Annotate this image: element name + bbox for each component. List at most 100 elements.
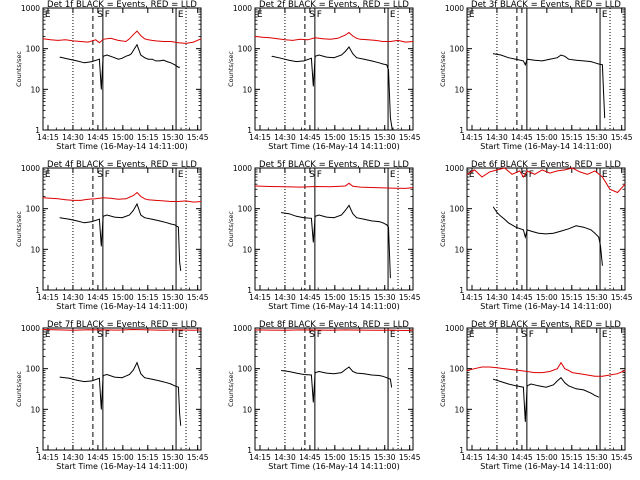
x-axis-label: Start Time (16-May-14 14:11:00)	[56, 462, 187, 471]
events-series-line-point	[155, 60, 157, 62]
y-tick-label: 10	[454, 245, 464, 254]
x-tick-label: 15:30	[374, 453, 396, 462]
lld-series-line-point	[170, 41, 172, 42]
panel-title: Det 9f BLACK = Events, RED = LLD	[471, 320, 621, 330]
y-tick-label: 1	[35, 286, 40, 295]
lld-series-line-point	[579, 373, 581, 375]
events-series-line-point	[391, 129, 393, 131]
x-tick-label: 15:45	[611, 453, 633, 462]
events-series-line	[59, 361, 182, 426]
lld-series-line-point	[42, 329, 44, 330]
lld-series-line	[254, 329, 414, 332]
x-tick-label: 15:00	[324, 293, 346, 302]
lld-series-line-point	[504, 167, 505, 169]
events-series-line-point	[76, 379, 78, 381]
lld-series-line-point	[474, 368, 475, 370]
lld-series-line-point	[405, 188, 406, 189]
lld-series-line-point	[193, 41, 194, 43]
lld-series-line-point	[269, 329, 271, 331]
lld-series-line-point	[496, 367, 498, 369]
events-series-line-point	[312, 241, 314, 243]
lld-series-line-point	[254, 36, 256, 37]
x-tick-label: 14:15	[37, 133, 59, 142]
events-series-line-point	[159, 60, 161, 62]
events-series-line-point	[341, 214, 342, 216]
lld-series-line-point	[579, 171, 581, 173]
lld-series-line-point	[299, 38, 301, 40]
events-series-line-point	[179, 66, 181, 68]
events-series-line-point	[508, 383, 509, 385]
lld-series-line-point	[193, 329, 194, 331]
y-tick-label: 10	[30, 245, 40, 254]
lld-series-line-point	[193, 201, 194, 203]
panel-title: Det 2f BLACK = Events, RED = LLD	[259, 0, 409, 10]
events-series-line-point	[523, 60, 524, 62]
lld-series-line-point	[102, 329, 104, 331]
interval-marker: S	[309, 10, 315, 20]
panel-det-7: Det 7f BLACK = Events, RED = LLD 1 10 100 10…	[15, 320, 209, 471]
lld-series-line-point	[299, 329, 301, 331]
events-series-line-point	[280, 212, 282, 214]
interval-marker: F	[317, 330, 322, 340]
events-series-line-point	[352, 213, 354, 215]
events-series-line-point	[318, 54, 320, 56]
y-tick-label: 1	[35, 446, 40, 455]
plot-frame	[466, 167, 626, 291]
events-series-line-point	[151, 218, 153, 220]
interval-marker: E	[45, 330, 51, 340]
lld-series-line-point	[466, 370, 468, 371]
x-tick-label: 14:45	[299, 133, 321, 142]
interval-marker: S	[97, 170, 103, 180]
interval-marker: F	[317, 170, 322, 180]
lld-series-line-point	[170, 201, 172, 202]
lld-series-line-point	[102, 197, 104, 199]
events-series-line-point	[84, 62, 85, 64]
lld-series-line-point	[329, 329, 331, 331]
y-tick-label: 10	[30, 85, 40, 94]
lld-series-line-point	[140, 35, 142, 36]
lld-series-line-point	[200, 329, 202, 331]
events-series-line-point	[314, 55, 316, 57]
lld-series-line-point	[541, 169, 543, 171]
events-series-line-point	[386, 224, 388, 226]
lld-series-line-point	[50, 39, 51, 41]
lld-series-line-point	[352, 35, 354, 37]
lld-series-line-point	[110, 197, 112, 199]
interval-marker: E	[390, 170, 396, 180]
x-tick-label: 14:45	[511, 133, 533, 142]
events-series-line-point	[526, 385, 528, 387]
events-series-line-point	[575, 225, 577, 227]
plot-frame	[42, 167, 202, 291]
x-tick-label: 15:45	[187, 293, 209, 302]
x-tick-label: 14:30	[486, 133, 508, 142]
events-series-line-point	[333, 57, 335, 59]
events-series-line-point	[151, 378, 153, 380]
lld-series-line-point	[609, 188, 611, 190]
events-series-line-point	[492, 378, 494, 380]
events-series-line-point	[568, 58, 569, 60]
interval-marker: E	[602, 10, 608, 20]
events-series-line-point	[590, 392, 592, 394]
events-series-line-point	[583, 389, 584, 391]
lld-series-line-point	[117, 329, 119, 331]
x-axis-label: Start Time (16-May-14 14:11:00)	[480, 462, 611, 471]
panel-det-5: Det 5f BLACK = Events, RED = LLD 1 10 100 10…	[227, 160, 421, 311]
events-series-line-point	[388, 69, 389, 71]
panel-title: Det 8f BLACK = Events, RED = LLD	[259, 320, 409, 330]
events-series-line-point	[390, 277, 391, 279]
events-series-line-point	[348, 46, 350, 48]
lld-series-line-point	[375, 187, 376, 189]
events-series-line-point	[538, 385, 539, 387]
events-series-line-point	[564, 55, 566, 57]
x-tick-label: 14:45	[87, 293, 109, 302]
x-tick-label: 15:45	[187, 133, 209, 142]
events-series-line-point	[102, 55, 104, 57]
lld-series-line-point	[329, 38, 331, 40]
events-series-line-point	[524, 421, 526, 422]
events-series-line-point	[147, 58, 149, 60]
lld-series-line-point	[147, 199, 149, 201]
events-series-line-point	[91, 221, 93, 223]
events-series-line-point	[590, 229, 592, 231]
events-series-line-point	[590, 61, 592, 62]
